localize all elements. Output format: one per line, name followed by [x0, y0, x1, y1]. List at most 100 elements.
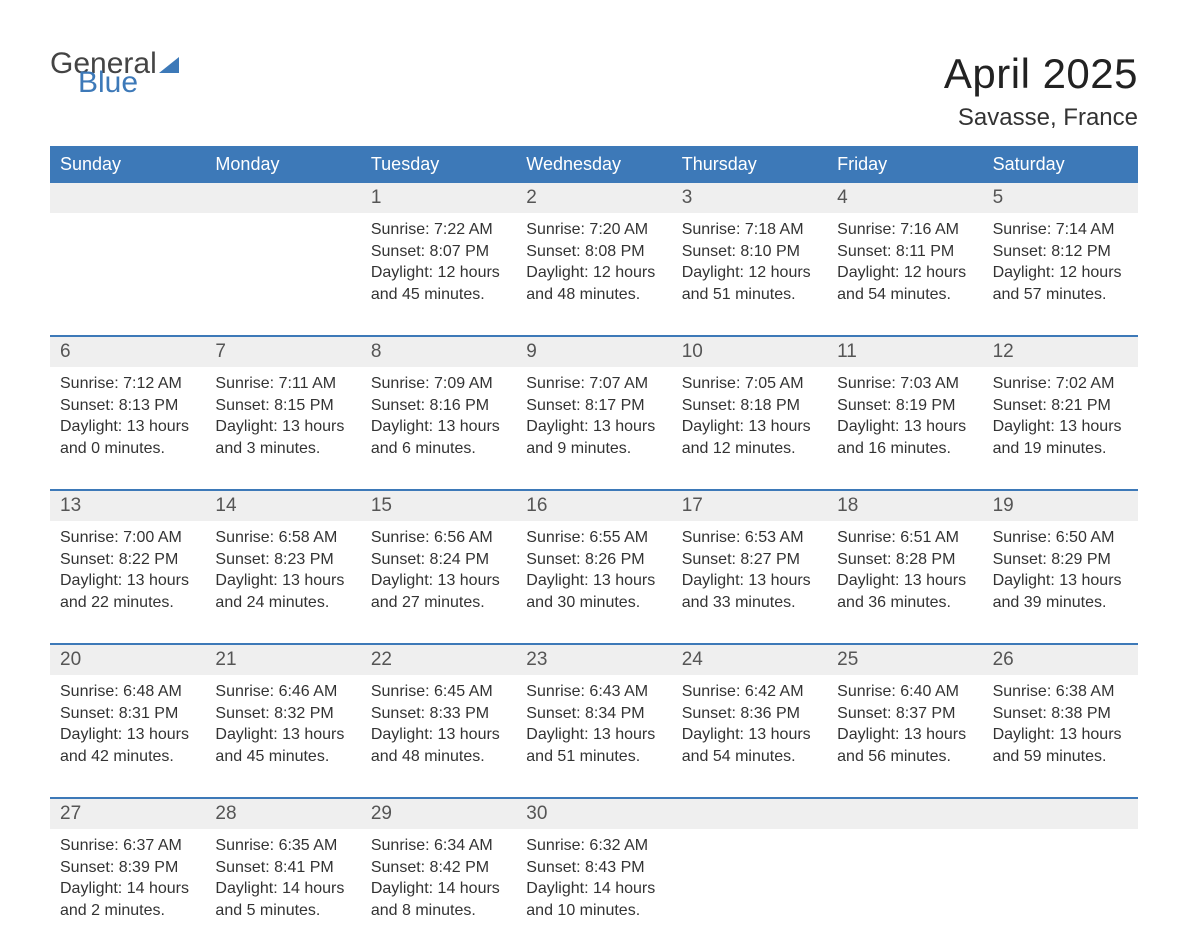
daylight-text: Daylight: 13 hours and 39 minutes. [993, 570, 1128, 613]
day-number: 8 [361, 337, 516, 367]
header-row: General Blue April 2025 Savasse, France [50, 50, 1138, 132]
day-number: 24 [672, 645, 827, 675]
day-number: 5 [983, 183, 1138, 213]
daylight-text: Daylight: 12 hours and 57 minutes. [993, 262, 1128, 305]
day-number: 22 [361, 645, 516, 675]
day-number [827, 799, 982, 829]
daylight-text: Daylight: 12 hours and 48 minutes. [526, 262, 661, 305]
day-number: 17 [672, 491, 827, 521]
day-number: 25 [827, 645, 982, 675]
day-cell: Sunrise: 6:55 AMSunset: 8:26 PMDaylight:… [516, 521, 671, 629]
daylight-text: Daylight: 12 hours and 54 minutes. [837, 262, 972, 305]
sunset-text: Sunset: 8:37 PM [837, 703, 972, 725]
daylight-text: Daylight: 12 hours and 51 minutes. [682, 262, 817, 305]
day-number: 21 [205, 645, 360, 675]
day-number: 28 [205, 799, 360, 829]
day-number [205, 183, 360, 213]
day-number: 3 [672, 183, 827, 213]
sunset-text: Sunset: 8:17 PM [526, 395, 661, 417]
day-cell: Sunrise: 6:35 AMSunset: 8:41 PMDaylight:… [205, 829, 360, 937]
daylight-text: Daylight: 13 hours and 56 minutes. [837, 724, 972, 767]
daylight-text: Daylight: 13 hours and 16 minutes. [837, 416, 972, 459]
day-cell: Sunrise: 7:18 AMSunset: 8:10 PMDaylight:… [672, 213, 827, 321]
day-number [983, 799, 1138, 829]
dow-cell: Friday [827, 146, 982, 183]
day-cell: Sunrise: 6:45 AMSunset: 8:33 PMDaylight:… [361, 675, 516, 783]
sunset-text: Sunset: 8:33 PM [371, 703, 506, 725]
day-cell: Sunrise: 7:11 AMSunset: 8:15 PMDaylight:… [205, 367, 360, 475]
day-number: 23 [516, 645, 671, 675]
day-cell: Sunrise: 7:07 AMSunset: 8:17 PMDaylight:… [516, 367, 671, 475]
daynum-row: 20212223242526 [50, 645, 1138, 675]
daylight-text: Daylight: 13 hours and 6 minutes. [371, 416, 506, 459]
day-number: 1 [361, 183, 516, 213]
day-cell: Sunrise: 7:09 AMSunset: 8:16 PMDaylight:… [361, 367, 516, 475]
day-number: 6 [50, 337, 205, 367]
day-number: 14 [205, 491, 360, 521]
sunset-text: Sunset: 8:15 PM [215, 395, 350, 417]
day-number: 12 [983, 337, 1138, 367]
day-number: 30 [516, 799, 671, 829]
day-cell: Sunrise: 6:37 AMSunset: 8:39 PMDaylight:… [50, 829, 205, 937]
day-number: 2 [516, 183, 671, 213]
day-number: 9 [516, 337, 671, 367]
daylight-text: Daylight: 13 hours and 42 minutes. [60, 724, 195, 767]
daynum-row: 6789101112 [50, 337, 1138, 367]
sunset-text: Sunset: 8:22 PM [60, 549, 195, 571]
sunrise-text: Sunrise: 6:42 AM [682, 681, 817, 703]
logo-text: General Blue [50, 50, 179, 96]
day-cell: Sunrise: 6:42 AMSunset: 8:36 PMDaylight:… [672, 675, 827, 783]
sunrise-text: Sunrise: 6:35 AM [215, 835, 350, 857]
sunrise-text: Sunrise: 7:12 AM [60, 373, 195, 395]
week-row: 6789101112Sunrise: 7:12 AMSunset: 8:13 P… [50, 335, 1138, 475]
day-cell: Sunrise: 7:02 AMSunset: 8:21 PMDaylight:… [983, 367, 1138, 475]
week-row: 13141516171819Sunrise: 7:00 AMSunset: 8:… [50, 489, 1138, 629]
daylight-text: Daylight: 13 hours and 30 minutes. [526, 570, 661, 613]
sunset-text: Sunset: 8:21 PM [993, 395, 1128, 417]
daylight-text: Daylight: 13 hours and 33 minutes. [682, 570, 817, 613]
day-cell: Sunrise: 6:34 AMSunset: 8:42 PMDaylight:… [361, 829, 516, 937]
sunrise-text: Sunrise: 6:53 AM [682, 527, 817, 549]
sunset-text: Sunset: 8:36 PM [682, 703, 817, 725]
week-row: 12345 Sunrise: 7:22 AMSunset: 8:07 PMDayl… [50, 183, 1138, 321]
day-number: 13 [50, 491, 205, 521]
day-number: 4 [827, 183, 982, 213]
sunrise-text: Sunrise: 7:14 AM [993, 219, 1128, 241]
day-number: 11 [827, 337, 982, 367]
dow-cell: Saturday [983, 146, 1138, 183]
day-cell: Sunrise: 7:12 AMSunset: 8:13 PMDaylight:… [50, 367, 205, 475]
dow-cell: Wednesday [516, 146, 671, 183]
sunrise-text: Sunrise: 7:02 AM [993, 373, 1128, 395]
logo-word-blue: Blue [78, 69, 179, 96]
daynum-row: 13141516171819 [50, 491, 1138, 521]
sunrise-text: Sunrise: 6:51 AM [837, 527, 972, 549]
daylight-text: Daylight: 13 hours and 27 minutes. [371, 570, 506, 613]
day-cell [983, 829, 1138, 937]
sunset-text: Sunset: 8:39 PM [60, 857, 195, 879]
day-cell: Sunrise: 6:40 AMSunset: 8:37 PMDaylight:… [827, 675, 982, 783]
day-cell: Sunrise: 6:58 AMSunset: 8:23 PMDaylight:… [205, 521, 360, 629]
weeks-container: 12345Sunrise: 7:22 AMSunset: 8:07 PMDayl… [50, 183, 1138, 937]
daylight-text: Daylight: 13 hours and 48 minutes. [371, 724, 506, 767]
sunset-text: Sunset: 8:08 PM [526, 241, 661, 263]
day-cell: Sunrise: 6:51 AMSunset: 8:28 PMDaylight:… [827, 521, 982, 629]
day-cell: Sunrise: 6:48 AMSunset: 8:31 PMDaylight:… [50, 675, 205, 783]
day-cell: Sunrise: 6:56 AMSunset: 8:24 PMDaylight:… [361, 521, 516, 629]
sunrise-text: Sunrise: 7:09 AM [371, 373, 506, 395]
sunset-text: Sunset: 8:41 PM [215, 857, 350, 879]
day-cell: Sunrise: 6:43 AMSunset: 8:34 PMDaylight:… [516, 675, 671, 783]
day-cell [50, 213, 205, 321]
sunrise-text: Sunrise: 7:07 AM [526, 373, 661, 395]
day-number: 10 [672, 337, 827, 367]
sunset-text: Sunset: 8:07 PM [371, 241, 506, 263]
daylight-text: Daylight: 13 hours and 3 minutes. [215, 416, 350, 459]
sunset-text: Sunset: 8:34 PM [526, 703, 661, 725]
sunrise-text: Sunrise: 6:37 AM [60, 835, 195, 857]
daylight-text: Daylight: 13 hours and 51 minutes. [526, 724, 661, 767]
day-cell: Sunrise: 7:22 AMSunset: 8:07 PMDaylight:… [361, 213, 516, 321]
day-number [672, 799, 827, 829]
day-cell: Sunrise: 7:00 AMSunset: 8:22 PMDaylight:… [50, 521, 205, 629]
page-title: April 2025 [944, 50, 1138, 98]
sunset-text: Sunset: 8:31 PM [60, 703, 195, 725]
day-cell: Sunrise: 7:20 AMSunset: 8:08 PMDaylight:… [516, 213, 671, 321]
